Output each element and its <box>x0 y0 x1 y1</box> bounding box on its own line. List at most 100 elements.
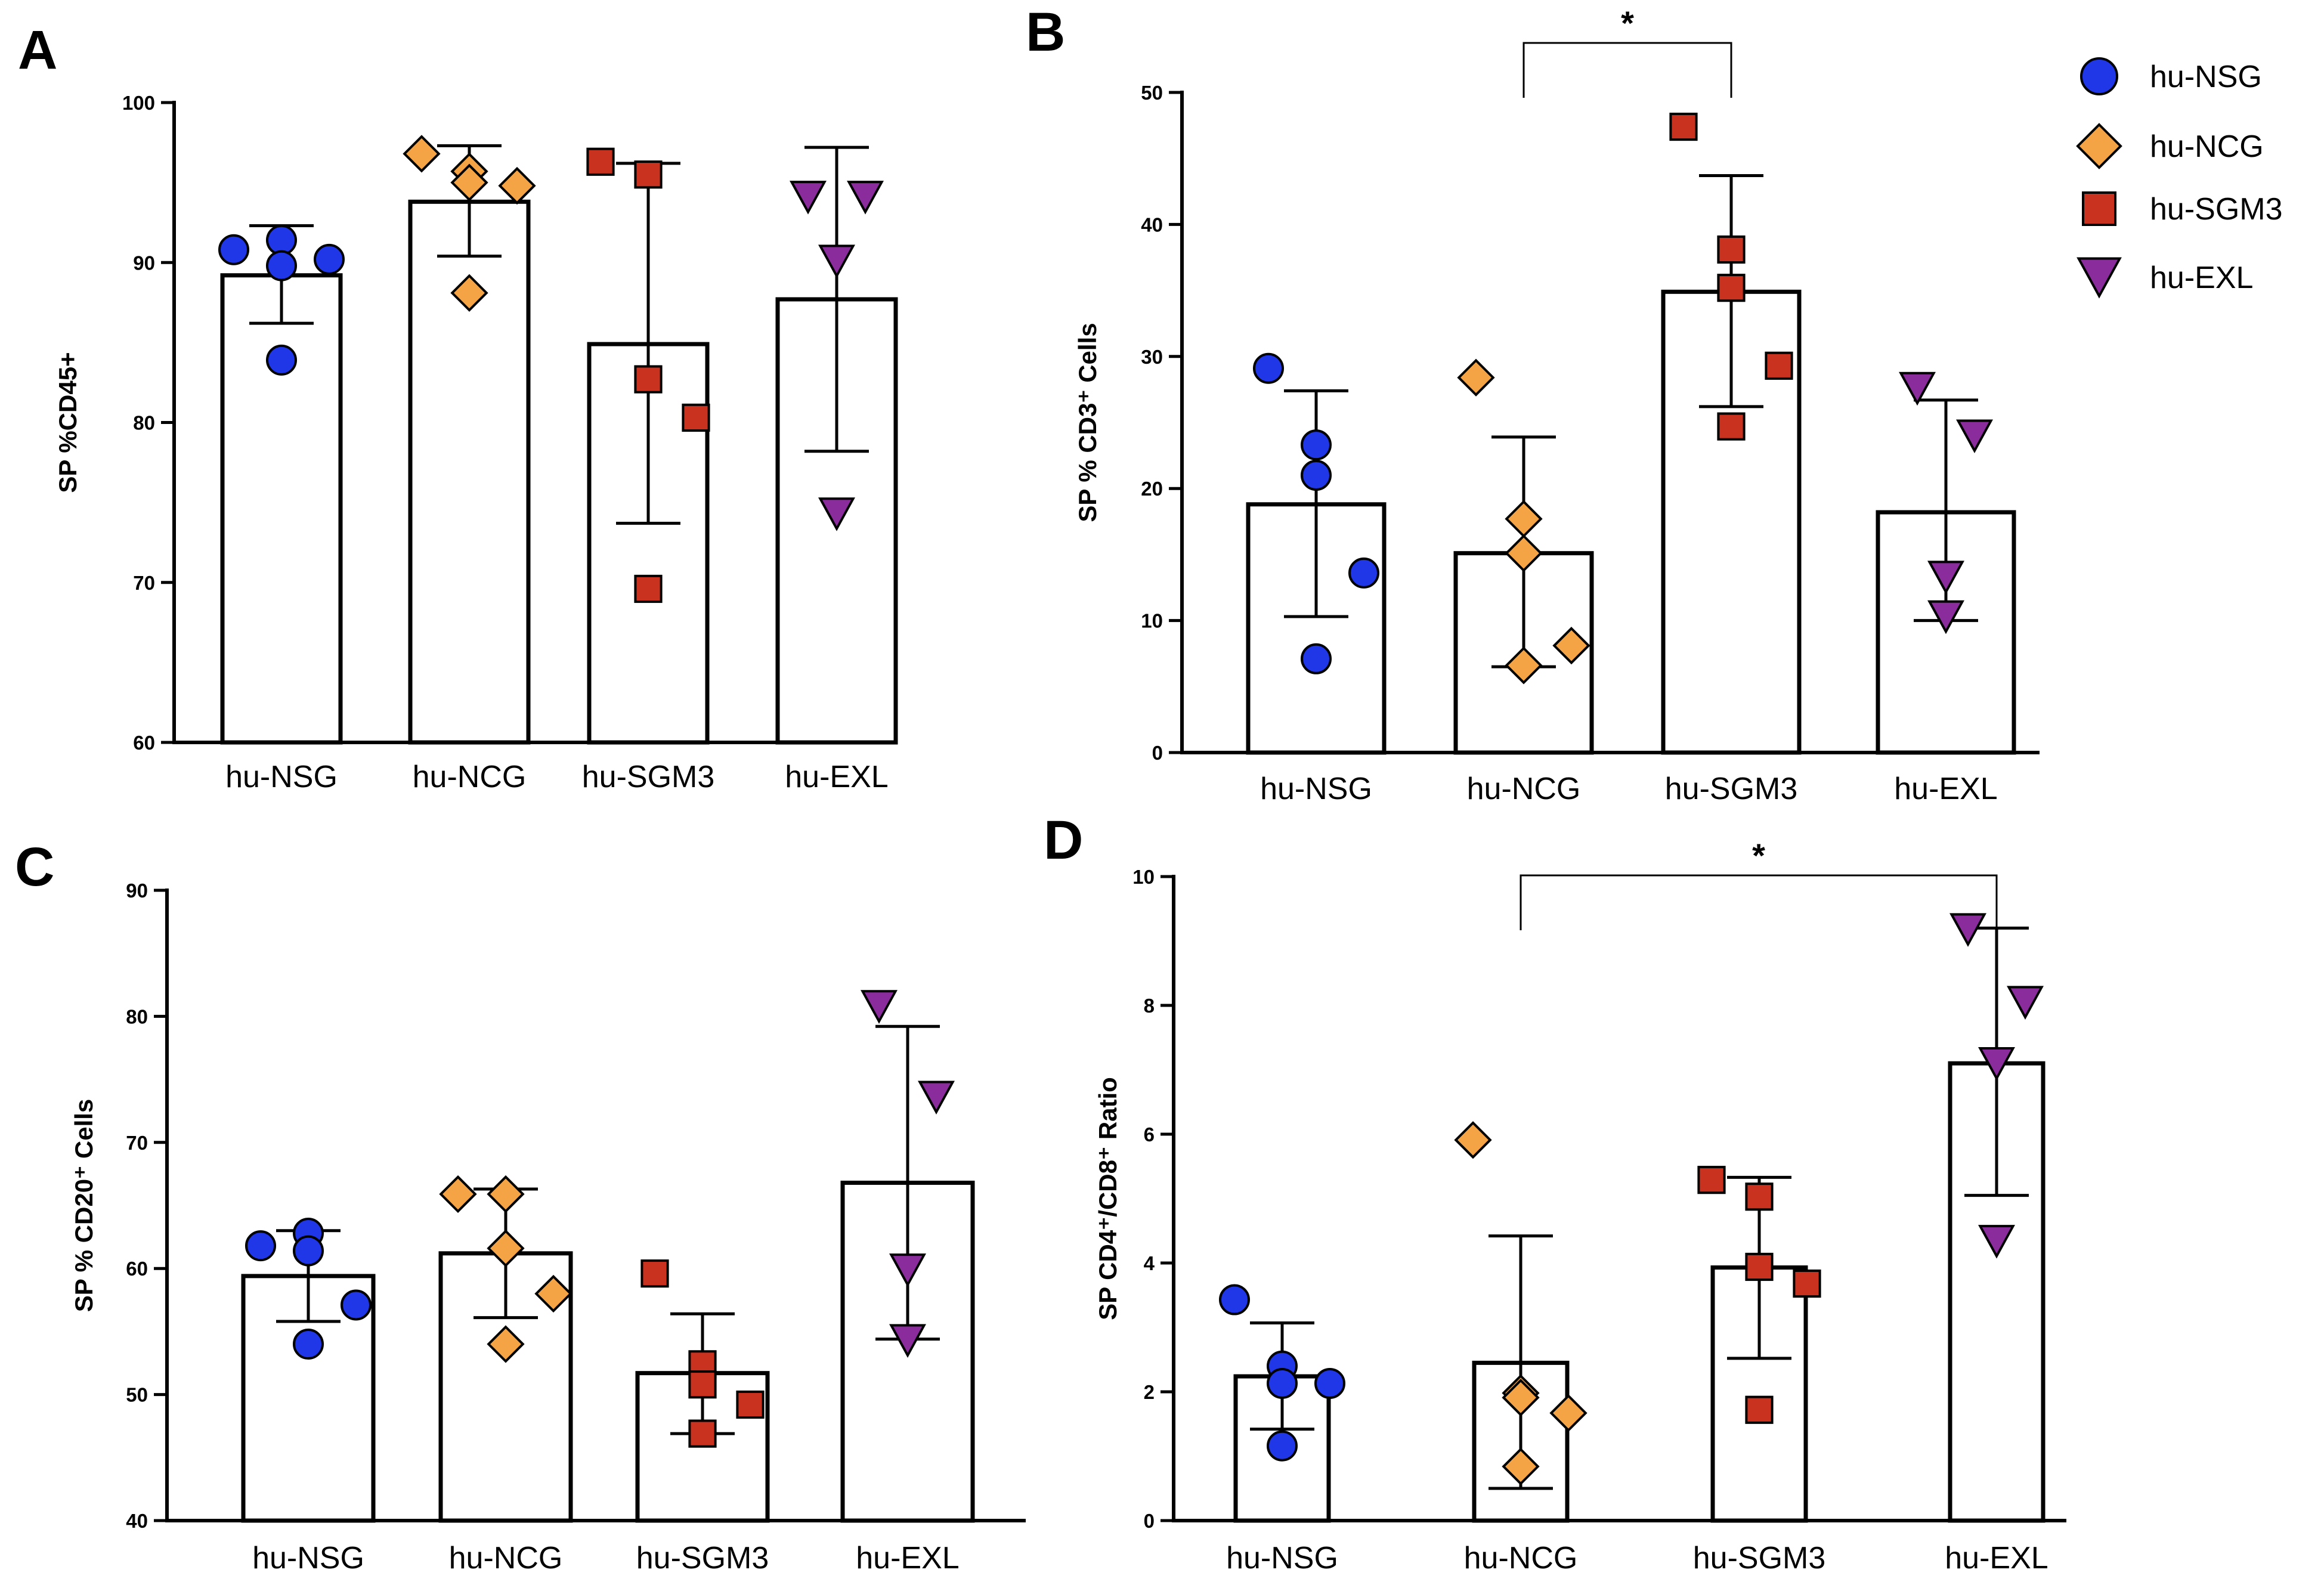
y-tick-label: 4 <box>1144 1252 1155 1274</box>
data-point-hu-exl <box>889 1324 926 1358</box>
significance-star: * <box>1621 4 1634 42</box>
data-point-hu-ncg <box>487 1325 525 1363</box>
x-tick-label: hu-EXL <box>1945 1541 2048 1575</box>
y-tick-label: 6 <box>1144 1123 1155 1146</box>
data-point-hu-nsg <box>1314 1367 1345 1399</box>
legend-label: hu-NSG <box>2150 60 2262 94</box>
data-point-hu-sgm3 <box>640 1259 669 1288</box>
data-point-hu-nsg <box>293 1235 324 1267</box>
y-tick-label: 90 <box>126 880 148 902</box>
y-tick-label: 0 <box>1144 1510 1155 1532</box>
data-point-hu-sgm3 <box>1669 112 1698 141</box>
x-tick-label: hu-NCG <box>413 760 527 794</box>
data-point-hu-exl <box>889 1253 926 1287</box>
y-tick-label: 40 <box>1141 213 1163 236</box>
legend-marker-hu-nsg <box>2080 57 2118 95</box>
data-point-hu-ncg <box>498 166 536 205</box>
data-point-hu-ncg <box>1505 646 1543 685</box>
data-point-hu-nsg <box>1301 643 1332 674</box>
data-point-hu-nsg <box>1301 460 1332 491</box>
y-axis-label: SP CD4⁺/CD8⁺ Ratio <box>1094 1077 1122 1320</box>
chart-panel-b: B SP % CD3⁺ Cells 0 10 20 30 40 50 hu-NSG hu-NCG h… <box>1026 2 2040 806</box>
x-tick-label: hu-SGM3 <box>1665 772 1798 806</box>
data-point-hu-exl <box>1978 1225 2015 1259</box>
legend-marker-hu-exl <box>2077 257 2122 299</box>
data-point-hu-ncg <box>487 1175 525 1213</box>
data-point-hu-ncg <box>439 1175 477 1213</box>
x-tick-label: hu-SGM3 <box>1693 1541 1826 1575</box>
x-tick-label: hu-EXL <box>785 760 888 794</box>
data-point-hu-sgm3 <box>1717 235 1746 264</box>
data-point-hu-exl <box>918 1081 955 1115</box>
significance-star: * <box>1752 837 1765 874</box>
panel-letter: A <box>18 20 57 81</box>
y-tick-label: 50 <box>126 1384 148 1406</box>
data-point-hu-ncg <box>1502 1379 1540 1417</box>
legend: hu-NSG hu-NCG hu-SGM3 hu-EXL <box>2076 57 2283 299</box>
data-point-hu-exl <box>790 181 827 215</box>
legend-label: hu-NCG <box>2150 129 2264 164</box>
panel-letter: D <box>1044 810 1083 871</box>
chart-panel-c: C SP % CD20⁺ Cells 40 50 60 70 80 90 hu-NSG hu-NC… <box>15 837 1026 1575</box>
data-point-hu-exl <box>1927 600 1964 634</box>
data-point-hu-nsg <box>1253 352 1284 384</box>
data-point-hu-sgm3 <box>1745 1252 1774 1281</box>
data-point-hu-exl <box>2007 986 2044 1020</box>
data-point-hu-nsg <box>314 243 345 275</box>
data-point-hu-sgm3 <box>1765 351 1793 380</box>
data-point-hu-sgm3 <box>634 160 663 189</box>
data-point-hu-sgm3 <box>634 574 663 603</box>
x-tick-label: hu-SGM3 <box>582 760 715 794</box>
data-point-hu-ncg <box>450 163 488 202</box>
y-tick-label: 40 <box>126 1510 148 1532</box>
data-point-hu-exl <box>818 244 855 278</box>
data-point-hu-ncg <box>1457 358 1495 397</box>
x-tick-label: hu-SGM3 <box>636 1541 769 1575</box>
x-tick-label: hu-EXL <box>1894 772 1997 806</box>
data-point-hu-nsg <box>1219 1284 1250 1315</box>
chart-panel-d: D SP CD4⁺/CD8⁺ Ratio 0 2 4 6 8 10 hu-NSG hu-NCG hu… <box>1044 810 2066 1575</box>
data-point-hu-sgm3 <box>586 147 615 176</box>
data-point-hu-sgm3 <box>1717 274 1746 302</box>
y-tick-label: 10 <box>1132 866 1155 888</box>
chart-panel-a: A SP %CD45+ 60 70 80 90 100 hu-NSG hu-NCG hu-SGM3… <box>18 20 898 794</box>
data-point-hu-sgm3 <box>688 1370 717 1399</box>
data-point-hu-sgm3 <box>1793 1269 1821 1298</box>
data-point-hu-sgm3 <box>682 403 710 432</box>
y-tick-label: 80 <box>126 1005 148 1027</box>
data-point-hu-exl <box>1949 913 1986 947</box>
y-tick-label: 70 <box>133 572 155 594</box>
data-point-hu-sgm3 <box>688 1419 717 1448</box>
significance-bracket <box>1522 42 1732 98</box>
panel-letter: C <box>15 837 54 897</box>
data-point-hu-ncg <box>403 135 441 173</box>
data-point-hu-nsg <box>341 1289 372 1321</box>
legend-marker-hu-ncg <box>2076 123 2122 169</box>
data-point-hu-sgm3 <box>1745 1182 1774 1211</box>
x-tick-label: hu-EXL <box>856 1541 959 1575</box>
data-point-hu-ncg <box>1552 627 1590 665</box>
data-point-hu-ncg <box>1549 1394 1588 1432</box>
data-point-hu-nsg <box>266 224 297 256</box>
data-point-hu-ncg <box>1505 500 1543 538</box>
x-tick-label: hu-NSG <box>1260 772 1372 806</box>
y-tick-label: 0 <box>1152 742 1163 764</box>
data-point-hu-nsg <box>245 1230 276 1262</box>
data-point-hu-sgm3 <box>736 1390 765 1419</box>
legend-label: hu-SGM3 <box>2150 192 2283 227</box>
data-point-hu-exl <box>818 497 855 531</box>
y-tick-label: 30 <box>1141 346 1163 368</box>
x-tick-label: hu-NCG <box>449 1541 563 1575</box>
data-point-hu-exl <box>847 181 884 215</box>
data-point-hu-exl <box>1978 1047 2015 1081</box>
y-axis-label: SP % CD3⁺ Cells <box>1073 323 1101 522</box>
y-tick-label: 60 <box>126 1258 148 1280</box>
data-point-hu-nsg <box>1348 557 1379 589</box>
y-axis-label: SP % CD20⁺ Cells <box>70 1099 98 1312</box>
data-point-hu-exl <box>861 990 898 1024</box>
data-point-hu-nsg <box>1267 1430 1298 1462</box>
data-point-hu-ncg <box>1454 1121 1492 1159</box>
data-point-hu-exl <box>1927 561 1964 595</box>
legend-label: hu-EXL <box>2150 261 2253 295</box>
